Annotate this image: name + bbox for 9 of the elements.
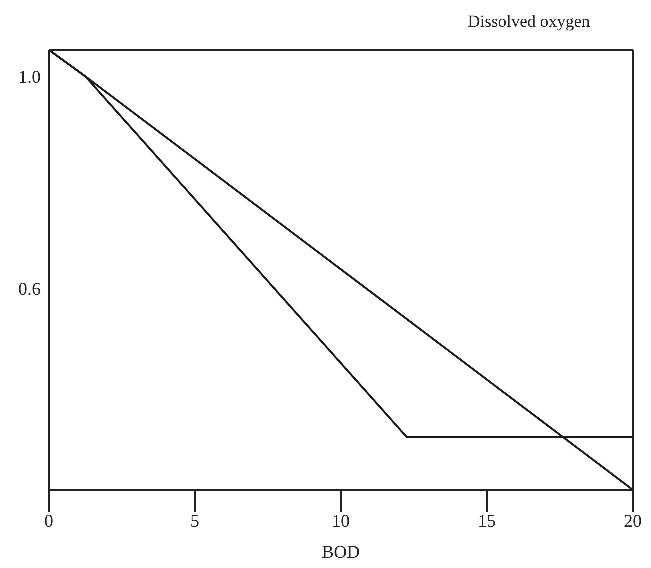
x-tick-label: 10	[332, 510, 350, 531]
y-tick-label: 1.0	[18, 66, 41, 87]
x-axis-title: BOD	[322, 542, 360, 562]
y-axis-title: Dissolved oxygen	[468, 12, 590, 32]
x-tick-label: 15	[478, 510, 496, 531]
x-tick-label: 5	[190, 510, 200, 531]
y-tick-label: 0.6	[18, 278, 41, 299]
x-tick-label: 20	[624, 510, 642, 531]
x-tick-label: 0	[44, 510, 54, 531]
